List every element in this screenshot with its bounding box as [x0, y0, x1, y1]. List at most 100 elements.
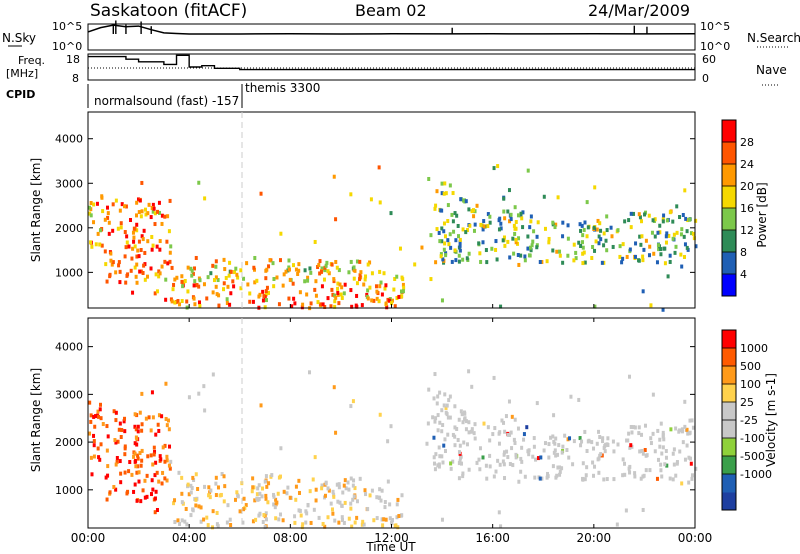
- velocity-cell: [688, 418, 692, 423]
- velocity-cell: [153, 496, 157, 501]
- power-cell: [526, 168, 530, 173]
- velocity-cell: [446, 432, 450, 437]
- velocity-cell: [436, 463, 440, 468]
- power-cell: [377, 165, 381, 170]
- velocity-cell: [263, 525, 267, 530]
- power-cell: [450, 259, 454, 264]
- power-cell: [168, 198, 172, 203]
- power-cell: [529, 214, 533, 219]
- power-cell: [309, 270, 313, 275]
- velocity-cell: [523, 474, 527, 479]
- power-cell: [253, 280, 257, 285]
- freq-label-2: [MHz]: [6, 67, 38, 80]
- power-cell: [329, 304, 333, 309]
- velocity-cell: [135, 498, 139, 503]
- velocity-cell: [507, 399, 511, 404]
- velocity-cell: [438, 390, 442, 395]
- velocity-cell: [150, 390, 154, 395]
- velocity-cell: [601, 439, 605, 444]
- velocity-cell: [93, 424, 97, 429]
- velocity-cell: [448, 415, 452, 420]
- power-cell: [297, 268, 301, 273]
- velocity-cell: [203, 408, 207, 413]
- power-cell: [165, 239, 169, 244]
- power-cell: [599, 228, 603, 233]
- power-cell: [264, 276, 268, 281]
- power-cell: [374, 284, 378, 289]
- velocity-cell: [444, 405, 448, 410]
- power-cell: [402, 285, 406, 290]
- velocity-cell: [591, 460, 595, 465]
- velocity-cell: [669, 427, 673, 432]
- velocity-cell: [436, 428, 440, 433]
- power-cell: [182, 280, 186, 285]
- power-cell: [253, 255, 257, 260]
- velocity-cell: [394, 523, 398, 528]
- velocity-cell: [194, 497, 198, 502]
- velocity-cell: [500, 418, 504, 423]
- velocity-cell: [694, 466, 698, 471]
- velocity-cell: [497, 510, 501, 515]
- power-cell: [674, 244, 678, 249]
- power-cell: [659, 252, 663, 257]
- power-cell: [653, 234, 657, 239]
- velocity-cell: [432, 435, 436, 440]
- power-cell: [140, 209, 144, 214]
- freq-panel: Freq. [MHz] 18 8 60 0 Nave: [6, 53, 787, 86]
- power-cell: [395, 296, 399, 301]
- power-cell: [457, 234, 461, 239]
- power-cell: [136, 197, 140, 202]
- power-cell: [363, 277, 367, 282]
- power-cell: [461, 227, 465, 232]
- velocity-cell: [114, 462, 118, 467]
- power-cell: [530, 243, 534, 248]
- velocity-cell: [632, 425, 636, 430]
- power-cell: [229, 269, 233, 274]
- velocity-cell: [331, 511, 335, 516]
- velocity-cell: [558, 465, 562, 470]
- velocity-cell: [211, 372, 215, 377]
- power-cell: [191, 271, 195, 276]
- power-cell: [362, 282, 366, 287]
- power-cell: [456, 223, 460, 228]
- velocity-cell: [436, 413, 440, 418]
- velocity-cell: [197, 504, 201, 509]
- velocity-cell: [601, 436, 605, 441]
- velocity-colorbar-swatch: [722, 348, 736, 367]
- power-cell: [538, 260, 542, 265]
- velocity-cell: [478, 467, 482, 472]
- velocity-cell: [306, 503, 310, 508]
- power-cell: [593, 304, 597, 309]
- velocity-cell: [433, 372, 437, 377]
- power-cell: [514, 240, 518, 245]
- power-cell: [680, 264, 684, 269]
- velocity-cell: [134, 435, 138, 440]
- velocity-cell: [446, 415, 450, 420]
- power-cell: [157, 200, 161, 205]
- power-cell: [457, 253, 461, 258]
- power-cell: [447, 242, 451, 247]
- power-cell: [138, 198, 142, 203]
- velocity-cell: [157, 413, 161, 418]
- power-cell: [264, 292, 268, 297]
- power-cell: [572, 242, 576, 247]
- velocity-cell: [262, 513, 266, 518]
- power-cell: [339, 292, 343, 297]
- power-cell: [282, 272, 286, 277]
- power-cell: [531, 239, 535, 244]
- velocity-cell: [461, 474, 465, 479]
- power-cell: [640, 219, 644, 224]
- power-cell: [314, 279, 318, 284]
- velocity-cell: [540, 476, 544, 481]
- power-cell: [459, 197, 463, 202]
- velocity-cell: [514, 452, 518, 457]
- power-cell: [127, 244, 131, 249]
- velocity-cell: [135, 413, 139, 418]
- velocity-cell: [592, 473, 596, 478]
- power-cell: [610, 234, 614, 239]
- power-cell: [173, 277, 177, 282]
- power-cell: [506, 239, 510, 244]
- velocity-cell: [342, 483, 346, 488]
- velocity-cell: [584, 473, 588, 478]
- power-cell: [566, 253, 570, 258]
